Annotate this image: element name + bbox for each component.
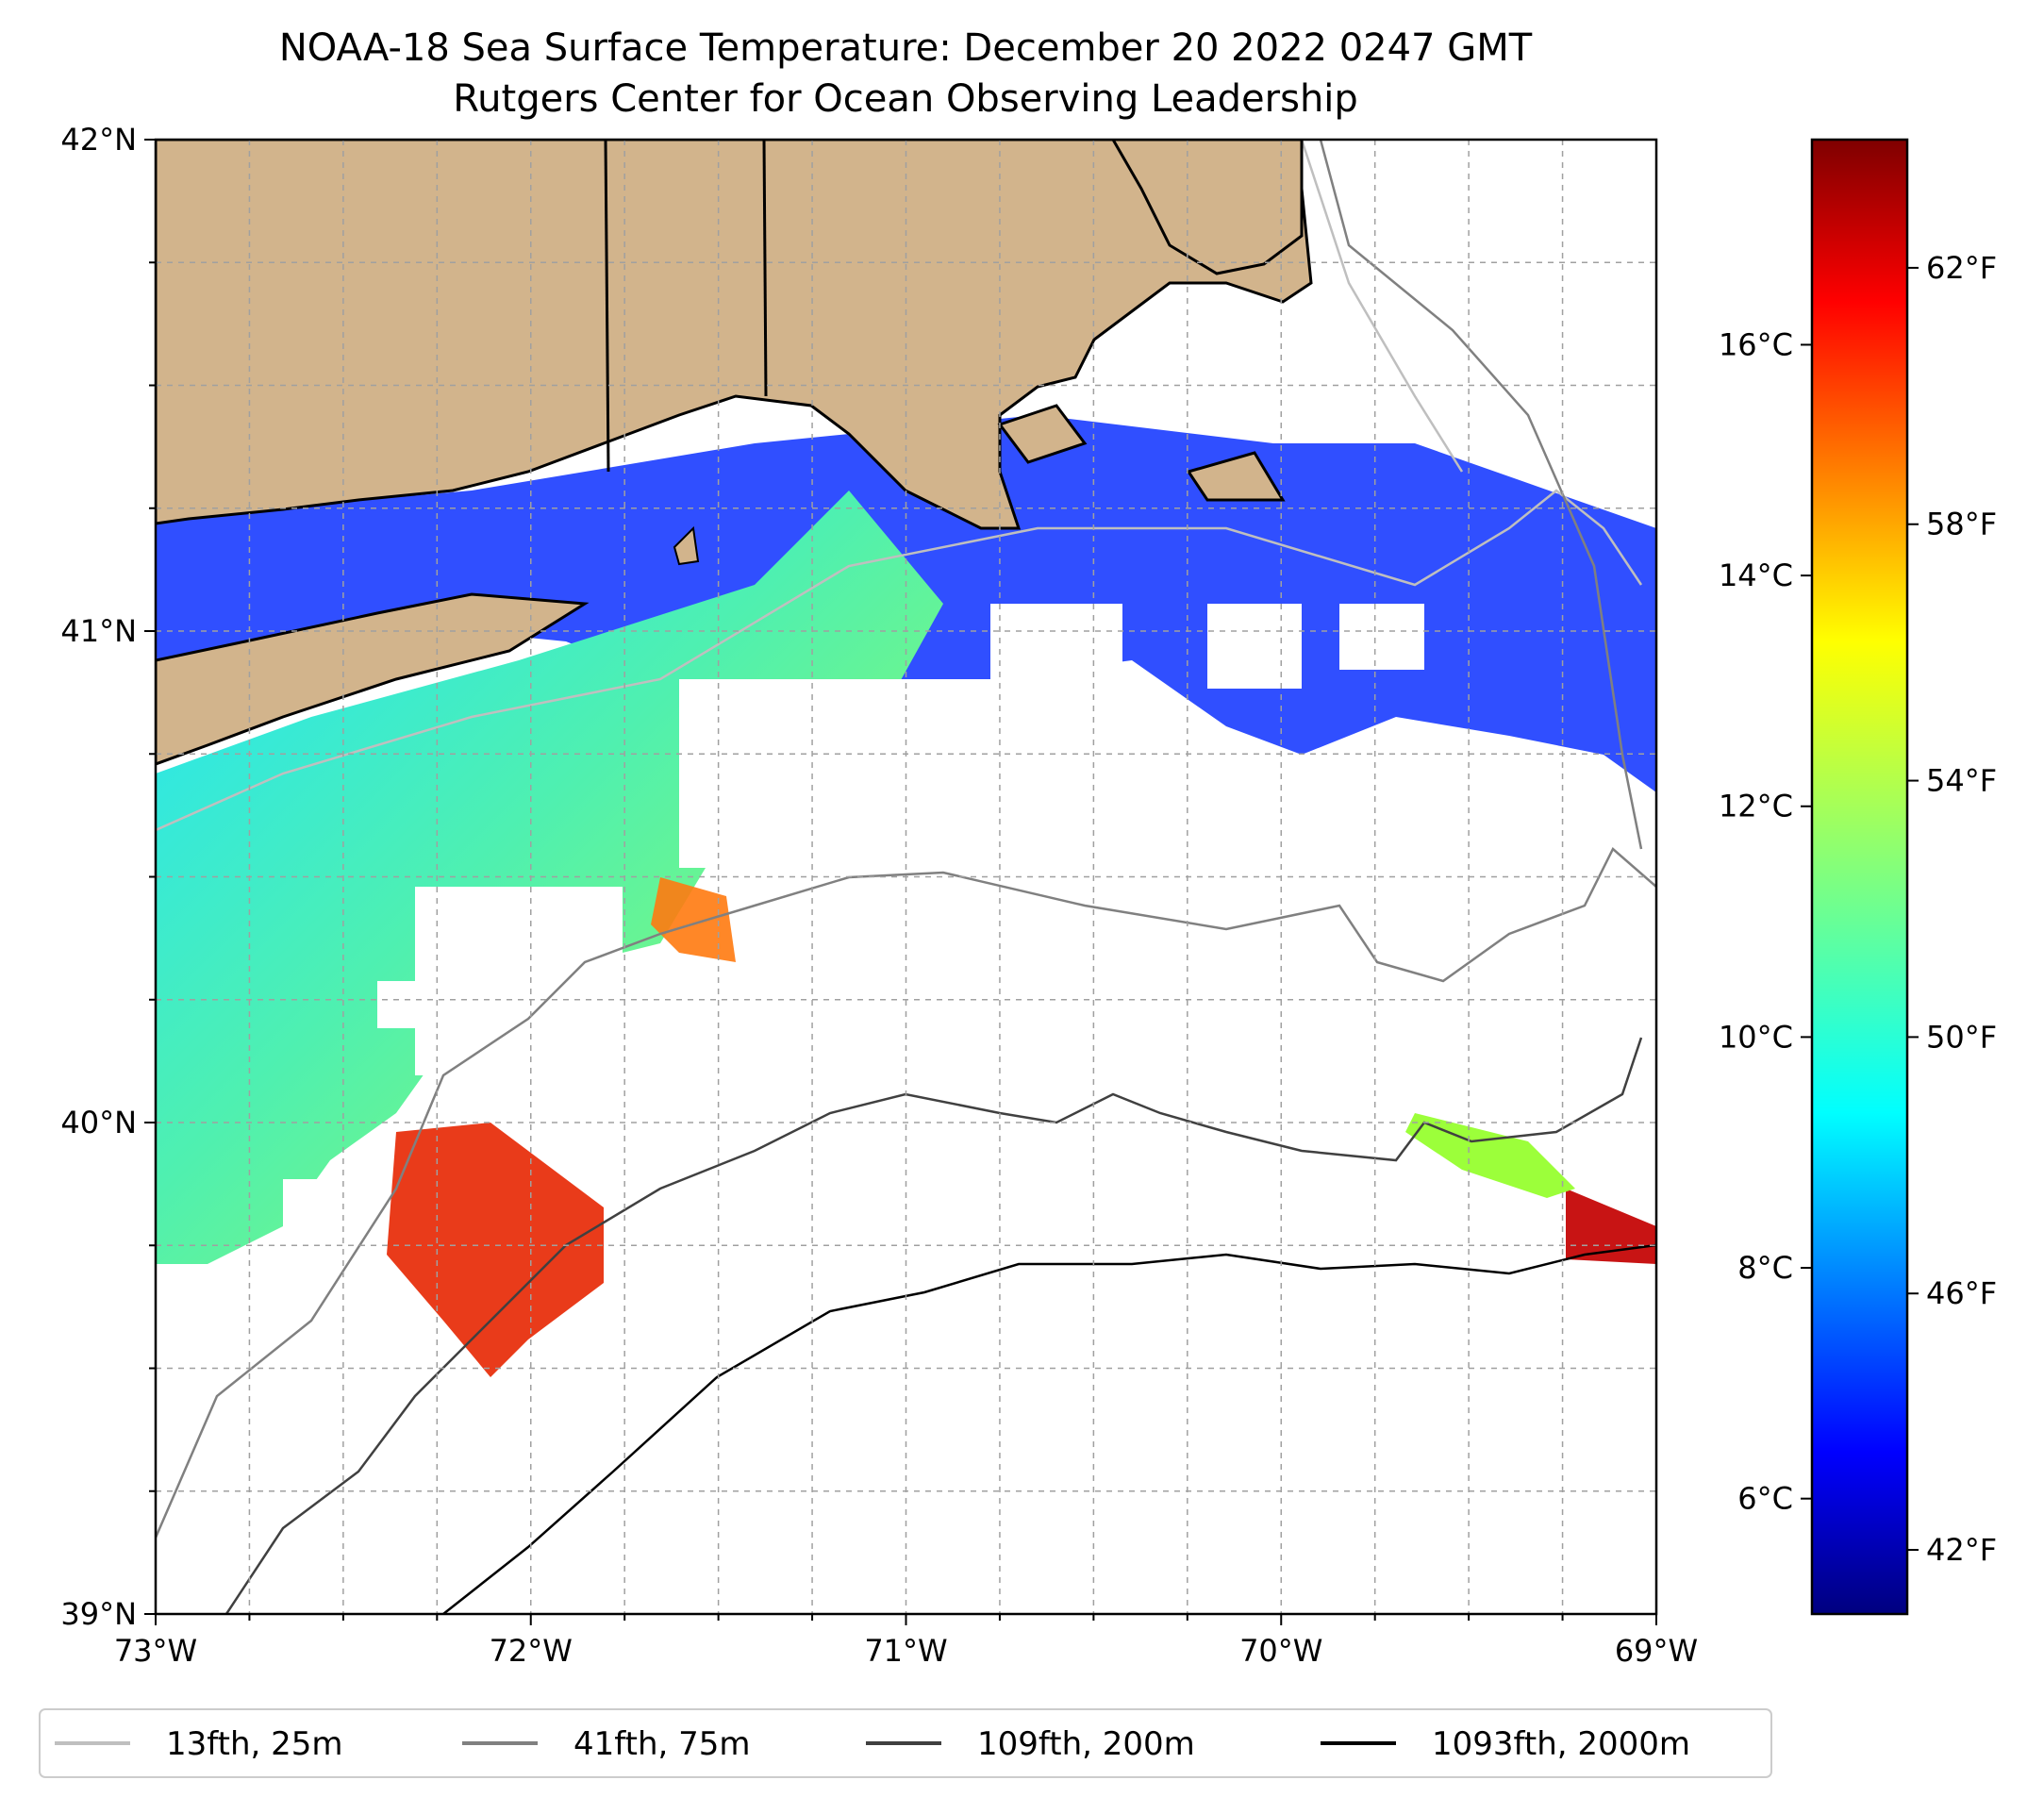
- x-tick-label: 72°W: [490, 1633, 573, 1669]
- legend-item-label: 109fth, 200m: [977, 1725, 1195, 1763]
- map-panel: [156, 140, 1656, 1614]
- cb-f-tick-label: 62°F: [1926, 250, 1997, 286]
- y-tick-label: 41°N: [60, 613, 137, 649]
- land-nantucket: [1186, 451, 1286, 502]
- warm-patch-center: [651, 877, 736, 962]
- land-mainland: [156, 140, 1313, 530]
- green-filament-east: [1405, 1113, 1575, 1198]
- title-line-1: NOAA-18 Sea Surface Temperature: Decembe…: [279, 26, 1533, 70]
- legend: 13fth, 25m 41fth, 75m 109fth, 200m 1093fth,…: [39, 1708, 1772, 1778]
- x-tick-label: 73°W: [114, 1633, 197, 1669]
- isobath-75m: [156, 140, 1656, 1539]
- colorbar: 16°C 14°C 12°C 10°C 8°C 6°C 62°F 58°F 54°F 50°F 4…: [1719, 138, 1997, 1616]
- cb-c-tick-label: 12°C: [1719, 789, 1793, 824]
- legend-item-label: 1093fth, 2000m: [1432, 1725, 1690, 1763]
- colorbar-celsius-ticks: 16°C 14°C 12°C 10°C 8°C 6°C: [1719, 326, 1812, 1517]
- y-tick-label: 39°N: [60, 1596, 137, 1632]
- cb-c-tick-label: 14°C: [1719, 557, 1793, 593]
- warm-eddy: [387, 1123, 604, 1377]
- isobath-2000m: [442, 1243, 1656, 1614]
- x-tick-label: 70°W: [1239, 1633, 1322, 1669]
- cb-c-tick-label: 16°C: [1719, 326, 1793, 362]
- cb-c-tick-label: 10°C: [1719, 1019, 1793, 1055]
- legend-item-label: 13fth, 25m: [166, 1725, 343, 1763]
- land-long-island: [156, 592, 590, 766]
- x-tick-label: 69°W: [1615, 1633, 1698, 1669]
- land-block-island: [673, 525, 700, 566]
- land-marthas-vineyard: [997, 404, 1088, 464]
- gridlines: [156, 140, 1656, 1614]
- y-tick-label: 40°N: [60, 1105, 137, 1140]
- colorbar-fahrenheit-ticks: 62°F 58°F 54°F 50°F 46°F 42°F: [1907, 250, 1997, 1568]
- title-line-2: Rutgers Center for Ocean Observing Leade…: [453, 77, 1358, 121]
- y-axis-ticks: 42°N 41°N 40°N 39°N: [60, 122, 156, 1632]
- cb-f-tick-label: 58°F: [1926, 507, 1997, 542]
- state-border-ny-ct: [604, 140, 610, 473]
- warm-patch-east: [1566, 1189, 1656, 1264]
- state-border-ri: [762, 140, 768, 397]
- x-tick-label: 71°W: [864, 1633, 947, 1669]
- x-axis-ticks: 73°W 72°W 71°W 70°W 69°W: [114, 1614, 1698, 1669]
- cb-f-tick-label: 54°F: [1926, 763, 1997, 799]
- land-cape-cod: [1111, 140, 1304, 275]
- cb-f-tick-label: 46°F: [1926, 1275, 1997, 1311]
- legend-item-label: 41fth, 75m: [573, 1725, 751, 1763]
- colorbar-gradient: [1810, 138, 1909, 1616]
- cb-c-tick-label: 8°C: [1737, 1250, 1793, 1286]
- cb-f-tick-label: 50°F: [1926, 1019, 1997, 1055]
- shelf-water: [156, 491, 943, 1264]
- y-tick-label: 42°N: [60, 122, 137, 158]
- isobaths: [156, 140, 1656, 1614]
- land-layer: [156, 140, 1313, 766]
- cb-f-tick-label: 42°F: [1926, 1532, 1997, 1568]
- cb-c-tick-label: 6°C: [1737, 1481, 1793, 1517]
